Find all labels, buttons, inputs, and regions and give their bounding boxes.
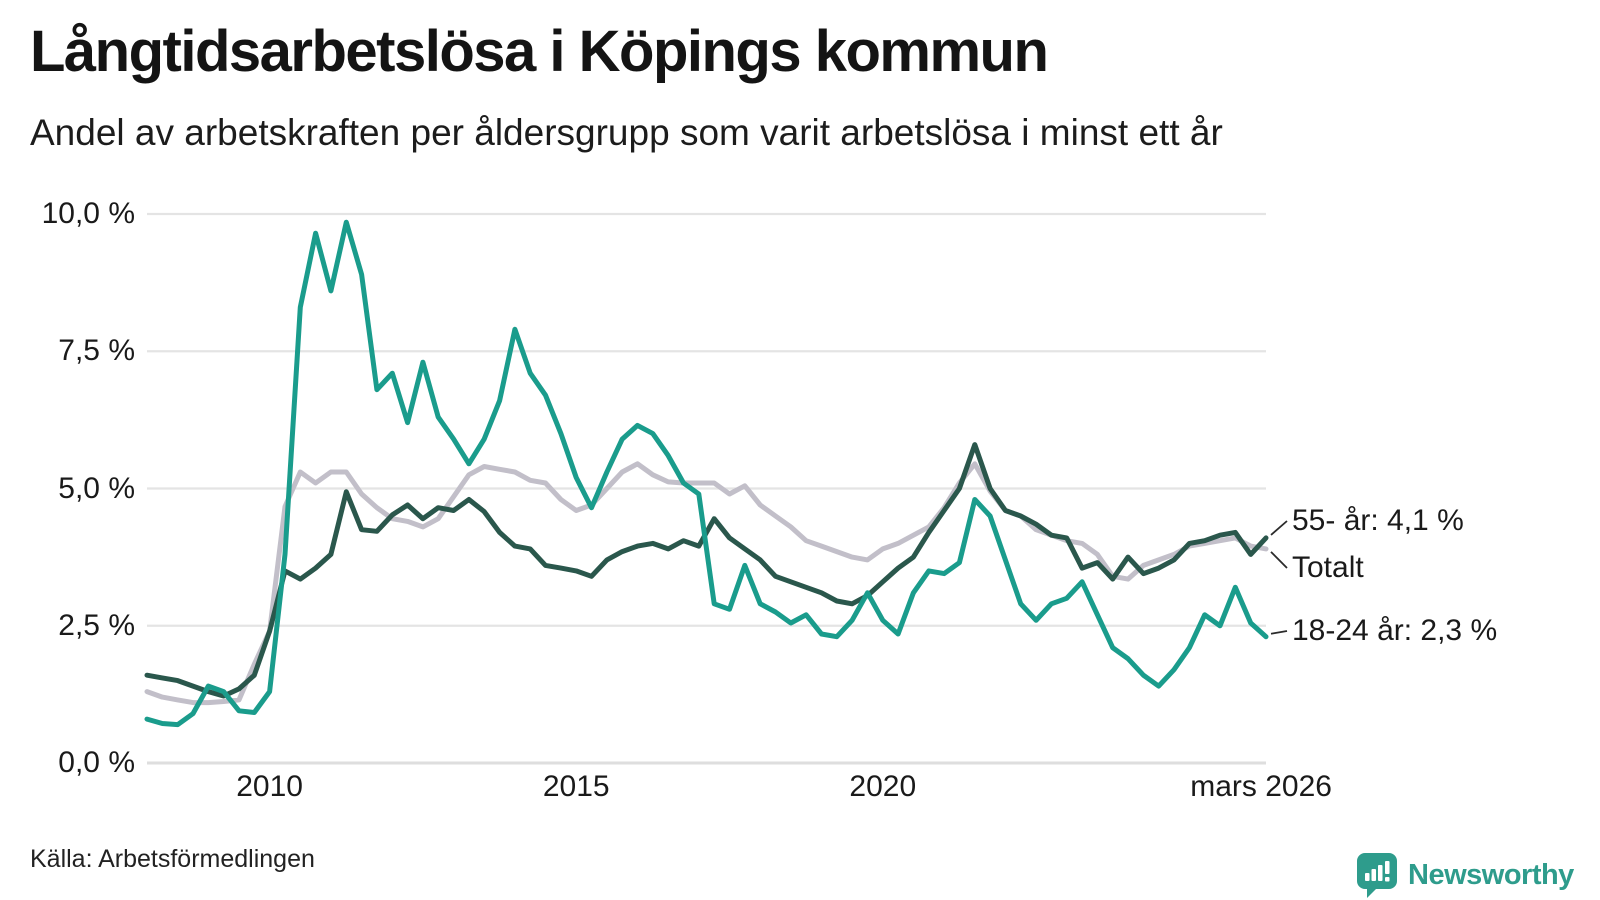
newsworthy-logo-text: Newsworthy [1408,858,1574,891]
newsworthy-logo[interactable]: Newsworthy [1356,852,1574,898]
end-label-connector-older [1270,520,1288,536]
y-axis-tick-label: 0,0 % [58,746,135,779]
x-axis-tick-label: mars 2026 [1190,770,1332,803]
source-label: Källa: Arbetsförmedlingen [30,845,315,873]
series-end-label-youth: 18-24 år: 2,3 % [1292,614,1498,647]
series-end-label-total: Totalt [1292,551,1364,584]
x-axis-tick-label: 2015 [542,770,610,803]
series-end-label-older: 55- år: 4,1 % [1292,504,1464,537]
y-axis-tick-label: 5,0 % [58,471,135,505]
y-axis-tick-label: 10,0 % [41,197,135,230]
line-chart [144,212,1288,765]
y-axis-tick-label: 7,5 % [58,334,135,368]
page-title: Långtidsarbetslösa i Köpings kommun [30,19,1049,84]
x-axis-tick-label: 2010 [236,770,303,803]
series-line-total [144,461,1269,706]
bar-chart-speech-bubble-icon [1357,853,1397,898]
end-label-connector-total [1270,551,1288,569]
end-label-connector-youth [1270,630,1288,635]
page-subtitle: Andel av arbetskraften per åldersgrupp s… [30,112,1223,153]
series-line-youth [144,219,1269,728]
x-axis-tick-label: 2020 [849,770,917,803]
y-axis-tick-label: 2,5 % [58,608,135,642]
